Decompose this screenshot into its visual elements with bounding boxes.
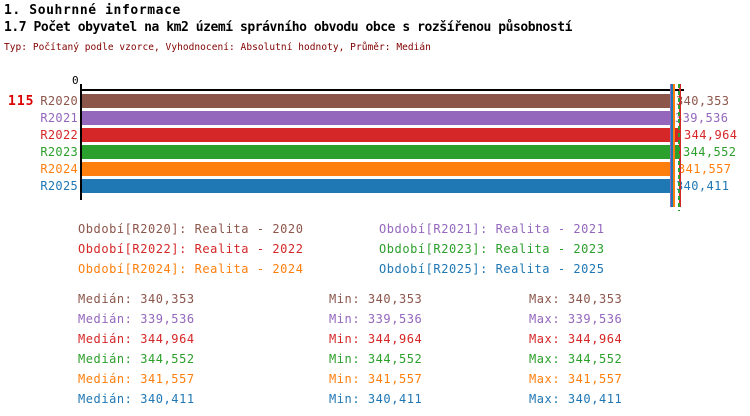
legend-item: Období[R2023]: Realita - 2023 xyxy=(379,242,605,256)
bar-label: R2022 xyxy=(40,128,78,142)
bar-label: R2024 xyxy=(40,162,78,176)
legend-item: Období[R2022]: Realita - 2022 xyxy=(78,242,304,256)
row-count-label: 115 xyxy=(8,94,35,109)
bar xyxy=(82,145,680,159)
stat-min: Min: 340,411 xyxy=(329,392,423,406)
section-title: 1. Souhrnné informace xyxy=(4,3,181,18)
median-marker-line xyxy=(673,84,675,207)
bar-value-label: 344,964 xyxy=(684,128,738,142)
bar xyxy=(82,111,672,125)
legend-item: Období[R2025]: Realita - 2025 xyxy=(379,262,605,276)
median-marker-line xyxy=(671,84,673,207)
stat-max: Max: 340,353 xyxy=(529,292,623,306)
stat-max: Max: 344,964 xyxy=(529,332,623,346)
median-marker-line xyxy=(678,84,680,211)
stat-median: Medián: 344,964 xyxy=(78,332,195,346)
bar-value-label: 341,557 xyxy=(678,162,732,176)
chart-meta: Typ: Počítaný podle vzorce, Vyhodnocení:… xyxy=(4,42,431,53)
bar xyxy=(82,94,673,108)
stat-min: Min: 339,536 xyxy=(329,312,423,326)
stat-min: Min: 344,552 xyxy=(329,352,423,366)
y-axis-line xyxy=(80,84,82,200)
indicator-title: 1.7 Počet obyvatel na km2 území správníh… xyxy=(4,20,573,35)
bar-label: R2021 xyxy=(40,111,78,125)
stat-median: Medián: 341,557 xyxy=(78,372,195,386)
x-axis-top-line xyxy=(80,89,684,91)
stat-min: Min: 344,964 xyxy=(329,332,423,346)
stat-max: Max: 340,411 xyxy=(529,392,623,406)
stat-median: Medián: 340,411 xyxy=(78,392,195,406)
bar-label: R2025 xyxy=(40,179,78,193)
legend-item: Období[R2024]: Realita - 2024 xyxy=(78,262,304,276)
bar xyxy=(82,128,681,142)
bar-value-label: 339,536 xyxy=(675,111,729,125)
stat-median: Medián: 344,552 xyxy=(78,352,195,366)
axis-zero-label: 0 xyxy=(72,74,79,87)
stat-max: Max: 344,552 xyxy=(529,352,623,366)
stat-max: Max: 339,536 xyxy=(529,312,623,326)
bar-label: R2020 xyxy=(40,94,78,108)
stat-median: Medián: 339,536 xyxy=(78,312,195,326)
stat-min: Min: 341,557 xyxy=(329,372,423,386)
legend-item: Období[R2020]: Realita - 2020 xyxy=(78,222,304,236)
bar-value-label: 340,353 xyxy=(676,94,730,108)
median-marker-line xyxy=(679,84,681,207)
stat-median: Medián: 340,353 xyxy=(78,292,195,306)
legend-item: Období[R2021]: Realita - 2021 xyxy=(379,222,605,236)
stat-min: Min: 340,353 xyxy=(329,292,423,306)
stat-max: Max: 341,557 xyxy=(529,372,623,386)
bar-value-label: 344,552 xyxy=(683,145,737,159)
bar xyxy=(82,162,675,176)
bar xyxy=(82,179,673,193)
bar-value-label: 340,411 xyxy=(676,179,730,193)
bar-label: R2023 xyxy=(40,145,78,159)
